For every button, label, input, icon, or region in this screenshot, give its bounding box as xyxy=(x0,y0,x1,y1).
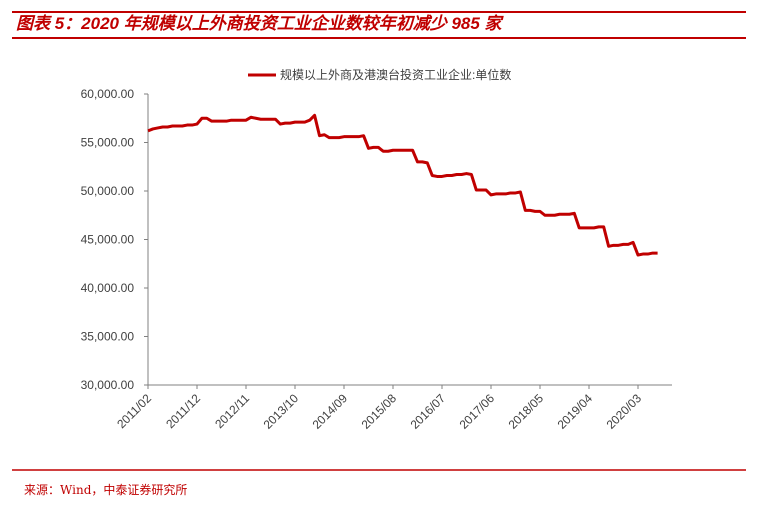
y-tick-label: 30,000.00 xyxy=(81,378,135,392)
x-tick-label: 2019/04 xyxy=(555,391,596,432)
x-tick-label: 2012/11 xyxy=(212,391,252,431)
chart-title: 图表 5：2020 年规模以上外商投资工业企业数较年初减少 985 家 xyxy=(16,14,505,33)
x-tick-label: 2014/09 xyxy=(310,391,351,432)
x-tick-label: 2013/10 xyxy=(261,391,302,432)
y-tick-label: 50,000.00 xyxy=(81,184,135,198)
x-tick-label: 2017/06 xyxy=(457,391,498,432)
x-tick-label: 2016/07 xyxy=(408,391,449,432)
x-tick-label: 2020/03 xyxy=(604,391,645,432)
y-tick-label: 35,000.00 xyxy=(81,330,135,344)
source-note: 来源：Wind，中泰证券研究所 xyxy=(24,482,187,497)
x-tick-label: 2011/12 xyxy=(163,391,203,431)
x-tick-label: 2018/05 xyxy=(506,391,547,432)
y-tick-label: 40,000.00 xyxy=(81,281,135,295)
x-tick-label: 2015/08 xyxy=(359,391,400,432)
y-tick-label: 55,000.00 xyxy=(81,136,135,150)
y-tick-label: 45,000.00 xyxy=(81,233,135,247)
legend-label: 规模以上外商及港澳台投资工业企业:单位数 xyxy=(280,67,511,82)
series-line xyxy=(147,113,658,257)
x-tick-label: 2011/02 xyxy=(114,391,154,431)
y-tick-label: 60,000.00 xyxy=(81,87,135,101)
